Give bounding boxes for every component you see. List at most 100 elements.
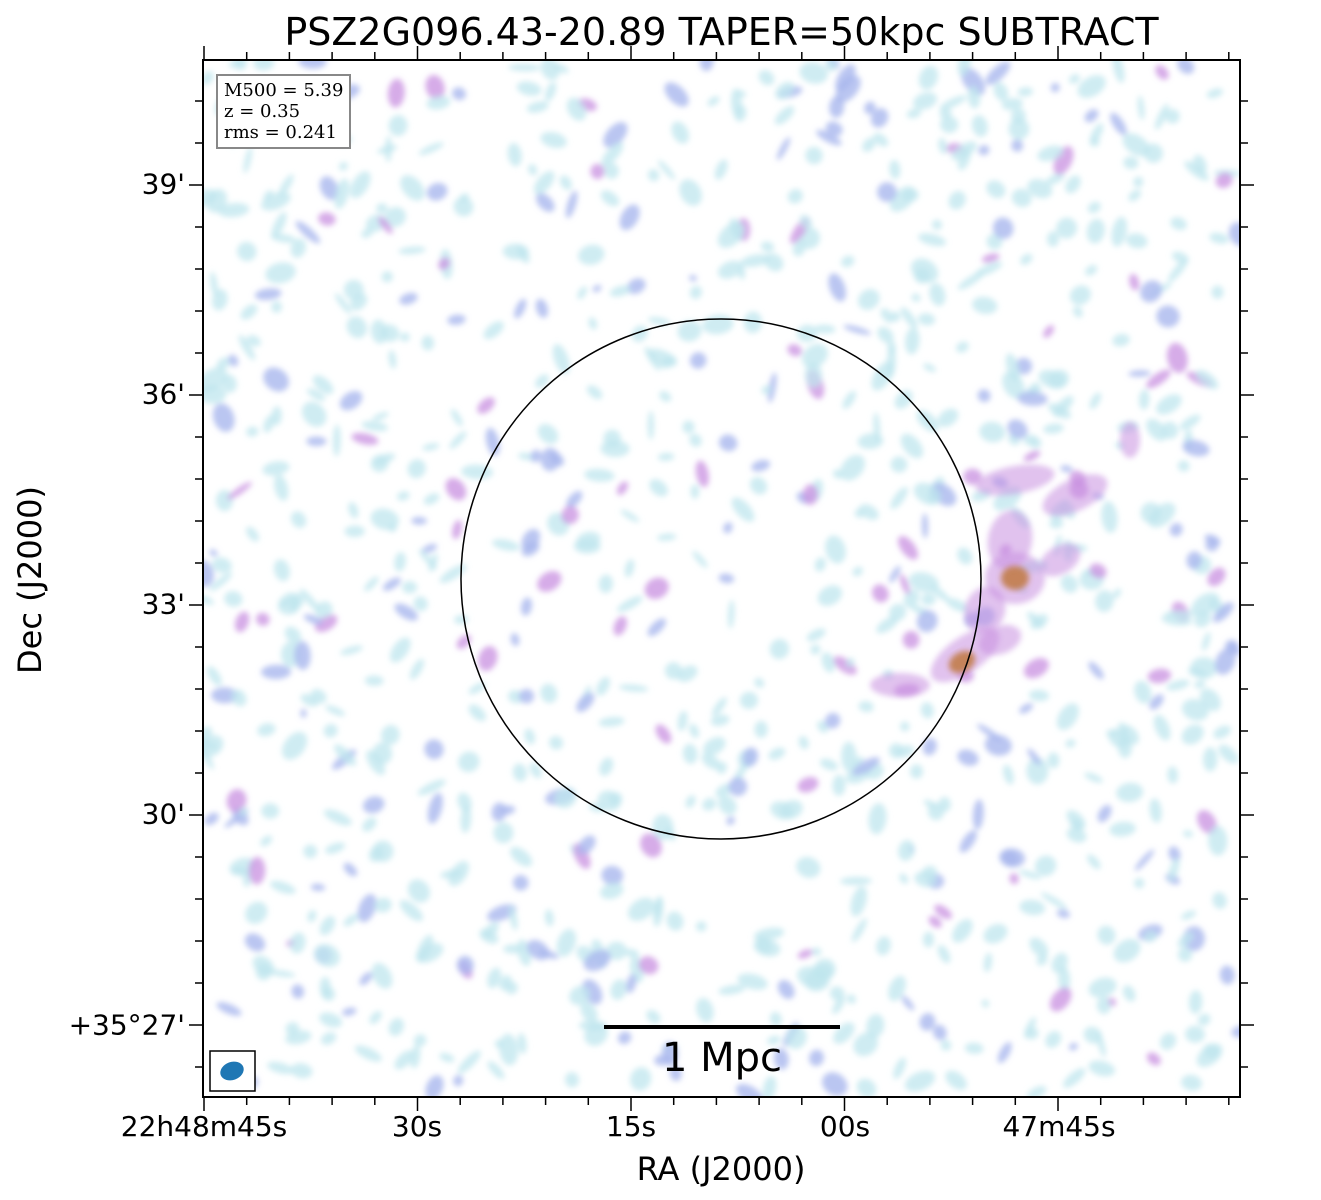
emission-blob (1056, 703, 1079, 731)
emission-blob (323, 809, 352, 826)
emission-blob (260, 835, 273, 847)
emission-blob (320, 1032, 337, 1045)
emission-blob (398, 246, 426, 255)
emission-blob (905, 327, 920, 355)
emission-blob (618, 684, 649, 692)
emission-blob (1088, 1060, 1116, 1077)
emission-blob (601, 141, 624, 167)
emission-blob (1036, 954, 1048, 966)
emission-blob (957, 749, 979, 766)
emission-blob (711, 697, 727, 717)
emission-blob (1069, 285, 1091, 305)
emission-blob (1097, 804, 1112, 823)
emission-blob (1023, 434, 1038, 446)
emission-blob (373, 453, 396, 465)
emission-blob (456, 955, 474, 975)
emission-blob (1088, 977, 1117, 998)
emission-blob (290, 593, 304, 609)
emission-blob (731, 497, 755, 522)
emission-blob (652, 896, 664, 927)
emission-blob (889, 565, 901, 583)
emission-blob (767, 1035, 781, 1045)
emission-blob (1066, 827, 1087, 843)
emission-blob (349, 293, 368, 311)
emission-blob (1123, 156, 1139, 170)
emission-blob (246, 526, 259, 542)
emission-blob (215, 489, 234, 512)
emission-blob (243, 146, 253, 174)
emission-blob (447, 314, 466, 325)
emission-blob (380, 725, 400, 745)
emission-blob (301, 401, 327, 427)
emission-blob (271, 301, 282, 313)
emission-blob (319, 1012, 343, 1028)
emission-blob (876, 936, 891, 956)
emission-blob (252, 955, 275, 976)
emission-blob (319, 916, 336, 936)
emission-blob (1177, 460, 1190, 472)
emission-blob (588, 317, 598, 330)
emission-blob (916, 610, 938, 633)
emission-blob (267, 1061, 294, 1075)
emission-blob (873, 132, 889, 147)
emission-blob (1146, 369, 1171, 389)
emission-blob (631, 325, 648, 342)
emission-blob (388, 1018, 404, 1036)
emission-blob (853, 1032, 879, 1057)
emission-blob (600, 190, 620, 207)
emission-blob (366, 750, 386, 776)
emission-blob (859, 504, 879, 520)
bright-emission (870, 422, 1140, 697)
emission-blob (573, 843, 591, 870)
emission-blob (231, 689, 247, 707)
emission-blob (566, 490, 583, 509)
emission-blob (1019, 703, 1033, 714)
emission-blob (1219, 965, 1235, 985)
emission-blob (946, 598, 969, 613)
emission-blob (343, 862, 358, 877)
emission-blob (664, 82, 689, 107)
emission-blob (696, 997, 714, 1023)
emission-blob (1188, 667, 1208, 678)
emission-blob (972, 296, 998, 315)
emission-blob (427, 792, 443, 824)
emission-blob (909, 764, 924, 779)
emission-blob (453, 1075, 464, 1087)
emission-blob (334, 293, 352, 315)
emission-blob (596, 676, 610, 696)
emission-blob (374, 897, 392, 913)
emission-blob (212, 557, 232, 573)
emission-blob (858, 289, 880, 310)
redshift-text: z = 0.35 (224, 101, 301, 122)
emission-blob (448, 860, 469, 887)
emission-blob (775, 81, 795, 100)
emission-blob (544, 909, 554, 927)
emission-blob (657, 452, 675, 461)
emission-blob (913, 92, 938, 110)
emission-blob (833, 1022, 855, 1044)
emission-blob (310, 883, 326, 892)
emission-blob (887, 340, 896, 355)
emission-blob (598, 716, 625, 727)
emission-blob (832, 774, 846, 796)
emission-blob (577, 286, 588, 300)
emission-blob (922, 865, 938, 880)
emission-blob (975, 261, 1003, 277)
emission-blob (238, 334, 256, 361)
emission-blob (1126, 233, 1148, 249)
emission-blob (972, 799, 984, 830)
emission-blob (616, 481, 629, 496)
emission-blob (457, 1050, 481, 1074)
emission-blob (718, 573, 735, 584)
emission-blob (1096, 996, 1111, 1014)
emission-blob (601, 865, 624, 886)
emission-blob (526, 101, 549, 113)
emission-blob (1194, 680, 1206, 689)
emission-blob (417, 779, 446, 796)
emission-blob (1015, 357, 1033, 375)
emission-blob (886, 347, 896, 379)
emission-blob (556, 928, 577, 957)
y-tick-label: 30' (141, 797, 185, 831)
emission-blob (273, 559, 290, 582)
